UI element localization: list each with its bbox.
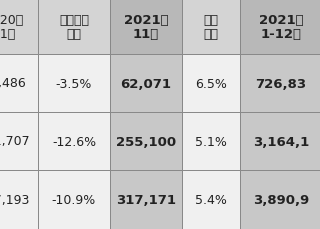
Text: 전년동웘
대비: 전년동웘 대비: [59, 14, 89, 41]
Bar: [0, 170, 38, 229]
Bar: [240, 170, 320, 229]
Text: 2021년
1-12월: 2021년 1-12월: [259, 14, 303, 41]
Bar: [240, 0, 320, 55]
Text: 6.5%: 6.5%: [195, 77, 227, 90]
Bar: [0, 112, 38, 170]
Text: 317,171: 317,171: [116, 193, 176, 206]
Bar: [38, 55, 110, 112]
Text: 2020년
11월: 2020년 11월: [0, 14, 24, 41]
Bar: [0, 55, 38, 112]
Text: -12.6%: -12.6%: [52, 135, 96, 148]
Bar: [110, 0, 182, 55]
Bar: [110, 170, 182, 229]
Bar: [38, 0, 110, 55]
Bar: [110, 55, 182, 112]
Bar: [182, 170, 240, 229]
Text: 291,707: 291,707: [0, 135, 30, 148]
Bar: [240, 55, 320, 112]
Bar: [110, 112, 182, 170]
Text: 5.4%: 5.4%: [195, 193, 227, 206]
Text: -10.9%: -10.9%: [52, 193, 96, 206]
Text: 62,071: 62,071: [121, 77, 172, 90]
Text: 5.1%: 5.1%: [195, 135, 227, 148]
Text: 3,890,9: 3,890,9: [253, 193, 309, 206]
Bar: [240, 112, 320, 170]
Bar: [182, 55, 240, 112]
Text: 317,193: 317,193: [0, 193, 30, 206]
Bar: [0, 0, 38, 55]
Bar: [38, 112, 110, 170]
Text: 전월
대비: 전월 대비: [204, 14, 219, 41]
Bar: [38, 170, 110, 229]
Text: -3.5%: -3.5%: [56, 77, 92, 90]
Bar: [182, 112, 240, 170]
Bar: [182, 0, 240, 55]
Text: 3,164,1: 3,164,1: [253, 135, 309, 148]
Text: 58,486: 58,486: [0, 77, 26, 90]
Text: 255,100: 255,100: [116, 135, 176, 148]
Text: 726,83: 726,83: [255, 77, 307, 90]
Text: 2021년
11월: 2021년 11월: [124, 14, 168, 41]
